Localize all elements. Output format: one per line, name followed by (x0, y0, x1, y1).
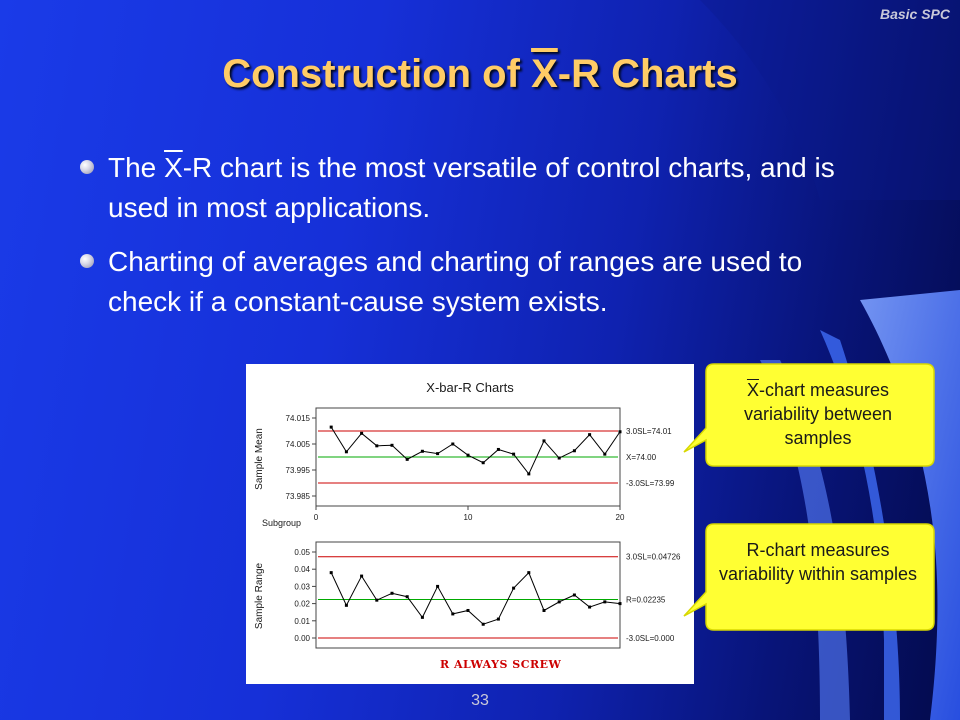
range-data-point (481, 622, 485, 626)
range-plot: 0.05 0.04 0.03 0.02 0.01 0.00 3.0SL=0.04726 R=0… (294, 541, 681, 649)
range-data-point (527, 571, 531, 575)
range-ytick-label: 0.04 (294, 565, 310, 574)
bullet-dot-icon (80, 254, 94, 268)
mean-data-point (527, 472, 531, 476)
mean-data-point (603, 452, 607, 456)
range-data-point (542, 608, 546, 612)
xbar-callout-x: X (746, 380, 759, 400)
range-ytick-label: 0.00 (294, 634, 310, 643)
bullet-1-text: -R chart is the most versatile of contro… (108, 152, 835, 223)
mean-data-point (542, 439, 546, 443)
range-data-point (512, 586, 516, 590)
slide-title: Construction of X-R Charts (0, 52, 960, 97)
mean-ytick-label: 74.005 (286, 440, 311, 449)
subgroup-label: Subgroup (262, 518, 301, 528)
mean-series-line (330, 426, 621, 475)
mean-data-point (344, 450, 348, 454)
mean-center-line-label: X=74.00 (626, 453, 657, 462)
mean-ytick-label: 73.985 (286, 492, 311, 501)
range-data-point (375, 598, 379, 602)
page-number: 33 (471, 692, 489, 709)
range-data-point (329, 571, 333, 575)
bullet-2: Charting of averages and charting of ran… (80, 242, 860, 322)
xtick-label: 10 (464, 513, 473, 522)
range-data-point (451, 612, 455, 616)
bullet-1-pre: The (108, 152, 165, 183)
range-data-point (360, 574, 364, 578)
mean-data-point (375, 444, 379, 448)
range-data-point (420, 615, 424, 619)
bullet-1: The X-R chart is the most versatile of c… (80, 148, 860, 228)
range-data-point (572, 593, 576, 597)
bullet-list: The X-R chart is the most versatile of c… (80, 148, 860, 336)
range-data-point (466, 608, 470, 612)
mean-data-point (451, 442, 455, 446)
mean-ucl-label: 3.0SL=74.01 (626, 427, 672, 436)
range-ytick-label: 0.05 (294, 548, 310, 557)
chart-annotation: R ALWAYS SCREW (440, 658, 561, 671)
range-series-line (330, 571, 621, 625)
mean-data-point (436, 452, 440, 456)
range-data-point (344, 603, 348, 607)
xbar-callout: X-chart measures variability between sam… (710, 378, 926, 450)
mean-lcl-label: -3.0SL=73.99 (626, 479, 675, 488)
range-ylabel: Sample Range (254, 562, 265, 629)
mean-data-point (360, 431, 364, 435)
mean-data-point (512, 452, 516, 456)
range-ytick-label: 0.01 (294, 617, 310, 626)
range-data-point (436, 584, 440, 588)
mean-ylabel: Sample Mean (254, 428, 265, 490)
bullet-1-xbar: X (164, 152, 183, 183)
range-ytick-label: 0.02 (294, 600, 310, 609)
range-data-point (390, 591, 394, 595)
xtick-label: 0 (314, 513, 319, 522)
bullet-dot-icon (80, 160, 94, 174)
r-callout: R-chart measures variability within samp… (710, 538, 926, 586)
r-callout-text: R-chart measures variability within samp… (718, 540, 918, 584)
range-plot-frame (315, 541, 621, 649)
range-data-point (405, 595, 409, 599)
mean-data-point (481, 461, 485, 465)
xbar-r-chart-panel: X-bar-R Charts Sample Mean Sample Range … (246, 364, 694, 684)
mean-data-point (496, 447, 500, 451)
xbar-callout-text: -chart measures variability between samp… (743, 380, 893, 448)
range-data-point (618, 602, 622, 606)
mean-ytick-label: 73.995 (286, 466, 311, 475)
mean-data-point (390, 443, 394, 447)
mean-data-point (329, 425, 333, 429)
xbar-r-chart: X-bar-R Charts Sample Mean Sample Range … (254, 380, 681, 671)
title-xbar: X (531, 52, 558, 96)
range-ytick-label: 0.03 (294, 582, 310, 591)
mean-data-point (557, 456, 561, 460)
corner-label: Basic SPC (879, 6, 950, 22)
title-suffix: -R Charts (557, 52, 738, 96)
range-data-point (557, 600, 561, 604)
chart-title: X-bar-R Charts (426, 380, 514, 395)
range-lcl-label: -3.0SL=0.000 (626, 634, 675, 643)
title-prefix: Construction of (222, 52, 532, 96)
mean-ytick-label: 74.015 (286, 414, 311, 423)
bullet-2-text: Charting of averages and charting of ran… (108, 246, 803, 317)
xtick-label: 20 (616, 513, 625, 522)
xbar-callout-shape (683, 363, 935, 467)
mean-data-point (588, 433, 592, 437)
r-callout-shape (683, 523, 935, 631)
mean-plot: 74.015 74.005 73.995 73.985 0 10 20 3.0SL=74.01… (286, 407, 675, 522)
mean-data-point (466, 453, 470, 457)
mean-data-point (405, 457, 409, 461)
mean-data-point (618, 430, 622, 434)
mean-data-point (420, 449, 424, 453)
mean-data-point (572, 449, 576, 453)
range-data-point (588, 605, 592, 609)
range-center-line-label: R=0.02235 (626, 596, 666, 605)
range-data-point (496, 617, 500, 621)
range-ucl-label: 3.0SL=0.04726 (626, 553, 681, 562)
range-data-point (603, 600, 607, 604)
